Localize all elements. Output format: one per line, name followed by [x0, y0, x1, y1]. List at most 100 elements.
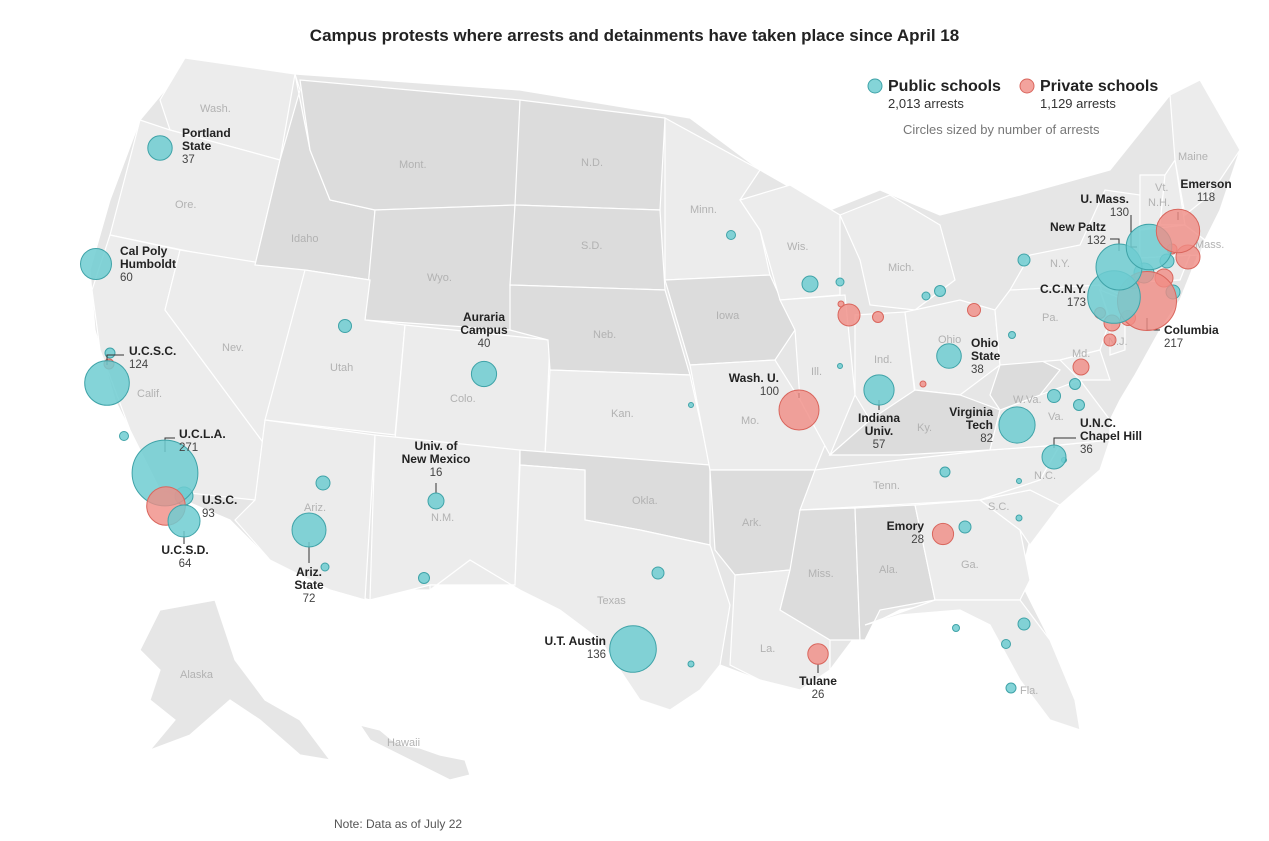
state-label: Miss. [808, 568, 834, 580]
legend-public-swatch [867, 78, 883, 94]
state-label: S.D. [581, 240, 602, 252]
school-arrest-count: 136 [587, 649, 606, 661]
school-arrest-count: 130 [1110, 207, 1129, 219]
site-marker [726, 230, 736, 240]
state-label: Ind. [874, 354, 892, 366]
school-marker [931, 522, 955, 546]
state-label: Minn. [690, 204, 717, 216]
school-label: Emerson 118 [1180, 177, 1231, 204]
state-label: Md. [1072, 348, 1090, 360]
state-label: Va. [1048, 411, 1064, 423]
state-ariz [234, 419, 376, 601]
legend-public-label: Public schools [888, 78, 1001, 95]
school-label: C.C.N.Y. 173 [1040, 282, 1086, 309]
school-label: Ariz. State 72 [294, 565, 324, 605]
school-marker [470, 360, 498, 388]
site-marker [418, 572, 430, 584]
school-arrest-count: 40 [478, 338, 491, 350]
state-label: N.H. [1148, 197, 1170, 209]
state-maine [1169, 79, 1241, 217]
school-label: Wash. U. 100 [729, 371, 779, 398]
data-note: Note: Data as of July 22 [334, 817, 463, 831]
state-label: Wyo. [427, 272, 452, 284]
state-label: Iowa [716, 310, 740, 322]
school-marker [84, 360, 130, 406]
school-arrest-count: 217 [1164, 338, 1183, 350]
site-marker [835, 277, 845, 287]
site-marker [1017, 617, 1031, 631]
site-marker [1047, 389, 1061, 403]
state-label: Neb. [593, 329, 616, 341]
state-label: Mass. [1195, 239, 1224, 251]
state-label: Okla. [632, 495, 658, 507]
site-marker [1015, 514, 1023, 522]
school-label: Virginia Tech 82 [949, 405, 993, 445]
school-marker [1155, 208, 1201, 254]
site-marker [1008, 331, 1016, 339]
state-label: Texas [597, 595, 626, 607]
state-colo [394, 324, 551, 456]
state-mont [299, 79, 521, 211]
school-arrest-count: 36 [1080, 444, 1093, 456]
school-arrest-count: 26 [812, 689, 825, 701]
school-marker [936, 343, 962, 369]
state-label: Calif. [137, 388, 162, 400]
state-label: Hawaii [387, 737, 420, 749]
school-label: U. Mass. 130 [1080, 192, 1129, 219]
state-label: N.D. [581, 157, 603, 169]
legend-size-note: Circles sized by number of arrests [903, 122, 1100, 137]
state-label: N.M. [431, 512, 454, 524]
state-label: Mich. [888, 262, 914, 274]
map-title: Campus protests where arrests and detain… [309, 26, 960, 45]
site-marker [837, 363, 843, 369]
site-marker [837, 303, 861, 327]
state-label: Ky. [917, 422, 932, 434]
state-label: Mont. [399, 159, 427, 171]
school-marker [998, 406, 1036, 444]
site-marker [952, 624, 960, 632]
state-nd [514, 99, 666, 211]
school-marker [1041, 444, 1067, 470]
state-label: Ill. [811, 366, 822, 378]
school-arrest-count: 57 [873, 439, 886, 451]
state-label: Wash. [200, 103, 231, 115]
state-label: Nev. [222, 342, 244, 354]
site-marker [1072, 358, 1090, 376]
state-alaska [139, 599, 332, 761]
school-label: Ohio State 38 [971, 336, 1001, 376]
school-label: U.T. Austin 136 [544, 634, 606, 661]
school-arrest-count: 28 [911, 534, 924, 546]
state-label: W.Va. [1013, 394, 1042, 406]
school-label: Tulane 26 [799, 674, 837, 701]
school-label: Auraria Campus 40 [460, 310, 508, 350]
site-marker [1017, 253, 1031, 267]
school-arrest-count: 124 [129, 359, 149, 371]
school-arrest-count: 16 [430, 467, 443, 479]
school-label: Cal Poly Humboldt 60 [120, 244, 176, 284]
site-marker [967, 303, 981, 317]
state-iowa [664, 274, 796, 366]
site-marker [872, 311, 884, 323]
school-arrest-count: 173 [1067, 297, 1086, 309]
state-label: Wis. [787, 241, 808, 253]
school-arrest-count: 271 [179, 442, 198, 454]
legend: Public schools 2,013 arrests Private sch… [867, 78, 1158, 137]
site-marker [651, 566, 665, 580]
school-label: U.C.S.D. 64 [161, 543, 208, 570]
state-label: Maine [1178, 151, 1208, 163]
school-arrest-count: 118 [1197, 192, 1215, 204]
school-label: U.N.C. Chapel Hill 36 [1080, 416, 1142, 456]
state-label: Fla. [1020, 685, 1038, 697]
state-label: Pa. [1042, 312, 1059, 324]
state-label: Ga. [961, 559, 979, 571]
legend-public-arrests: 2,013 arrests [888, 96, 964, 111]
state-label: Tenn. [873, 480, 900, 492]
school-label: U.S.C. 93 [202, 493, 237, 520]
school-marker [863, 374, 895, 406]
state-label: Ore. [175, 199, 196, 211]
school-arrest-count: 60 [120, 272, 133, 284]
school-arrest-count: 38 [971, 364, 984, 376]
site-marker [687, 660, 695, 668]
site-marker [919, 380, 927, 388]
